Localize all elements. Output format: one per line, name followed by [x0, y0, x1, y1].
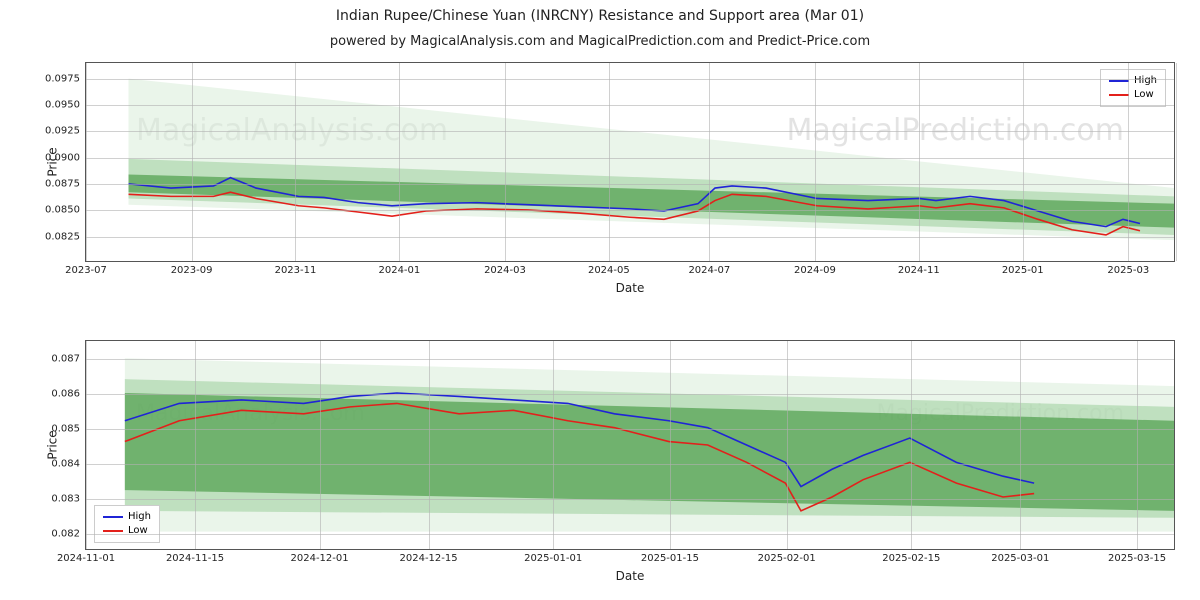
- y-tick-label: 0.0925: [45, 126, 80, 137]
- legend-swatch-low: [103, 530, 123, 532]
- x-tick-label: 2023-09: [171, 265, 213, 276]
- legend-row-low: Low: [103, 524, 151, 538]
- grid-line: [609, 63, 610, 261]
- y-tick-label: 0.0850: [45, 205, 80, 216]
- x-tick-label: 2024-11-01: [57, 553, 115, 564]
- x-tick-label: 2024-09: [794, 265, 836, 276]
- grid-line: [86, 184, 1174, 185]
- grid-line: [86, 131, 1174, 132]
- grid-line: [911, 341, 912, 549]
- grid-line: [86, 341, 87, 549]
- grid-line: [86, 105, 1174, 106]
- top-chart-svg: [86, 63, 1174, 261]
- grid-line: [320, 341, 321, 549]
- x-tick-label: 2025-02-01: [758, 553, 816, 564]
- grid-line: [399, 63, 400, 261]
- legend-label-high: High: [128, 510, 151, 524]
- x-tick-label: 2024-11-15: [166, 553, 224, 564]
- grid-line: [1176, 63, 1177, 261]
- x-tick-label: 2024-05: [588, 265, 630, 276]
- grid-line: [1137, 341, 1138, 549]
- grid-line: [787, 341, 788, 549]
- bottom-chart-svg: [86, 341, 1174, 549]
- y-tick-label: 0.0950: [45, 100, 80, 111]
- y-tick-label: 0.083: [51, 493, 80, 504]
- x-tick-label: 2025-02-15: [882, 553, 940, 564]
- x-tick-label: 2025-01-15: [641, 553, 699, 564]
- bottom-x-axis-label: Date: [616, 569, 645, 583]
- y-tick-label: 0.0975: [45, 73, 80, 84]
- legend-row-high: High: [103, 510, 151, 524]
- grid-line: [86, 464, 1174, 465]
- grid-line: [505, 63, 506, 261]
- grid-line: [553, 341, 554, 549]
- legend-row-low: Low: [1109, 88, 1157, 102]
- grid-line: [86, 429, 1174, 430]
- x-tick-label: 2024-11: [898, 265, 940, 276]
- x-tick-label: 2024-12-15: [400, 553, 458, 564]
- x-tick-label: 2024-03: [484, 265, 526, 276]
- legend-row-high: High: [1109, 74, 1157, 88]
- grid-line: [1023, 63, 1024, 261]
- legend-label-high: High: [1134, 74, 1157, 88]
- grid-line: [195, 341, 196, 549]
- y-tick-label: 0.0825: [45, 231, 80, 242]
- grid-line: [429, 341, 430, 549]
- bottom-chart-legend: High Low: [94, 505, 160, 543]
- grid-line: [86, 158, 1174, 159]
- grid-line: [815, 63, 816, 261]
- top-chart-plot-area: MagicalAnalysis.com MagicalPrediction.co…: [85, 62, 1175, 262]
- y-tick-label: 0.0900: [45, 152, 80, 163]
- legend-label-low: Low: [1134, 88, 1154, 102]
- legend-swatch-low: [1109, 94, 1129, 96]
- legend-label-low: Low: [128, 524, 148, 538]
- chart-title: Indian Rupee/Chinese Yuan (INRCNY) Resis…: [0, 8, 1200, 24]
- x-tick-label: 2023-11: [275, 265, 317, 276]
- x-tick-label: 2025-03-15: [1108, 553, 1166, 564]
- x-tick-label: 2025-01-01: [524, 553, 582, 564]
- grid-line: [86, 63, 87, 261]
- grid-line: [709, 63, 710, 261]
- x-tick-label: 2024-12-01: [291, 553, 349, 564]
- grid-line: [86, 394, 1174, 395]
- grid-line: [86, 237, 1174, 238]
- grid-line: [295, 63, 296, 261]
- x-tick-label: 2023-07: [65, 265, 107, 276]
- grid-line: [670, 341, 671, 549]
- x-tick-label: 2025-03-01: [991, 553, 1049, 564]
- figure-root: Indian Rupee/Chinese Yuan (INRCNY) Resis…: [0, 0, 1200, 600]
- y-tick-label: 0.087: [51, 353, 80, 364]
- grid-line: [192, 63, 193, 261]
- y-tick-label: 0.084: [51, 458, 80, 469]
- x-tick-label: 2025-03: [1107, 265, 1149, 276]
- x-tick-label: 2025-01: [1002, 265, 1044, 276]
- grid-line: [86, 210, 1174, 211]
- x-tick-label: 2024-07: [688, 265, 730, 276]
- bottom-chart-plot-area: MagicalAnalysis.com MagicalPrediction.co…: [85, 340, 1175, 550]
- grid-line: [1128, 63, 1129, 261]
- y-tick-label: 0.085: [51, 423, 80, 434]
- y-tick-label: 0.082: [51, 528, 80, 539]
- x-tick-label: 2024-01: [378, 265, 420, 276]
- top-x-axis-label: Date: [616, 281, 645, 295]
- grid-line: [86, 359, 1174, 360]
- legend-swatch-high: [103, 516, 123, 518]
- y-tick-label: 0.0875: [45, 179, 80, 190]
- grid-line: [1020, 341, 1021, 549]
- chart-subtitle: powered by MagicalAnalysis.com and Magic…: [0, 34, 1200, 49]
- top-chart-legend: High Low: [1100, 69, 1166, 107]
- grid-line: [86, 534, 1174, 535]
- grid-line: [86, 79, 1174, 80]
- y-tick-label: 0.086: [51, 388, 80, 399]
- grid-line: [86, 499, 1174, 500]
- grid-line: [919, 63, 920, 261]
- legend-swatch-high: [1109, 80, 1129, 82]
- bottom-y-axis-label: Price: [46, 430, 60, 459]
